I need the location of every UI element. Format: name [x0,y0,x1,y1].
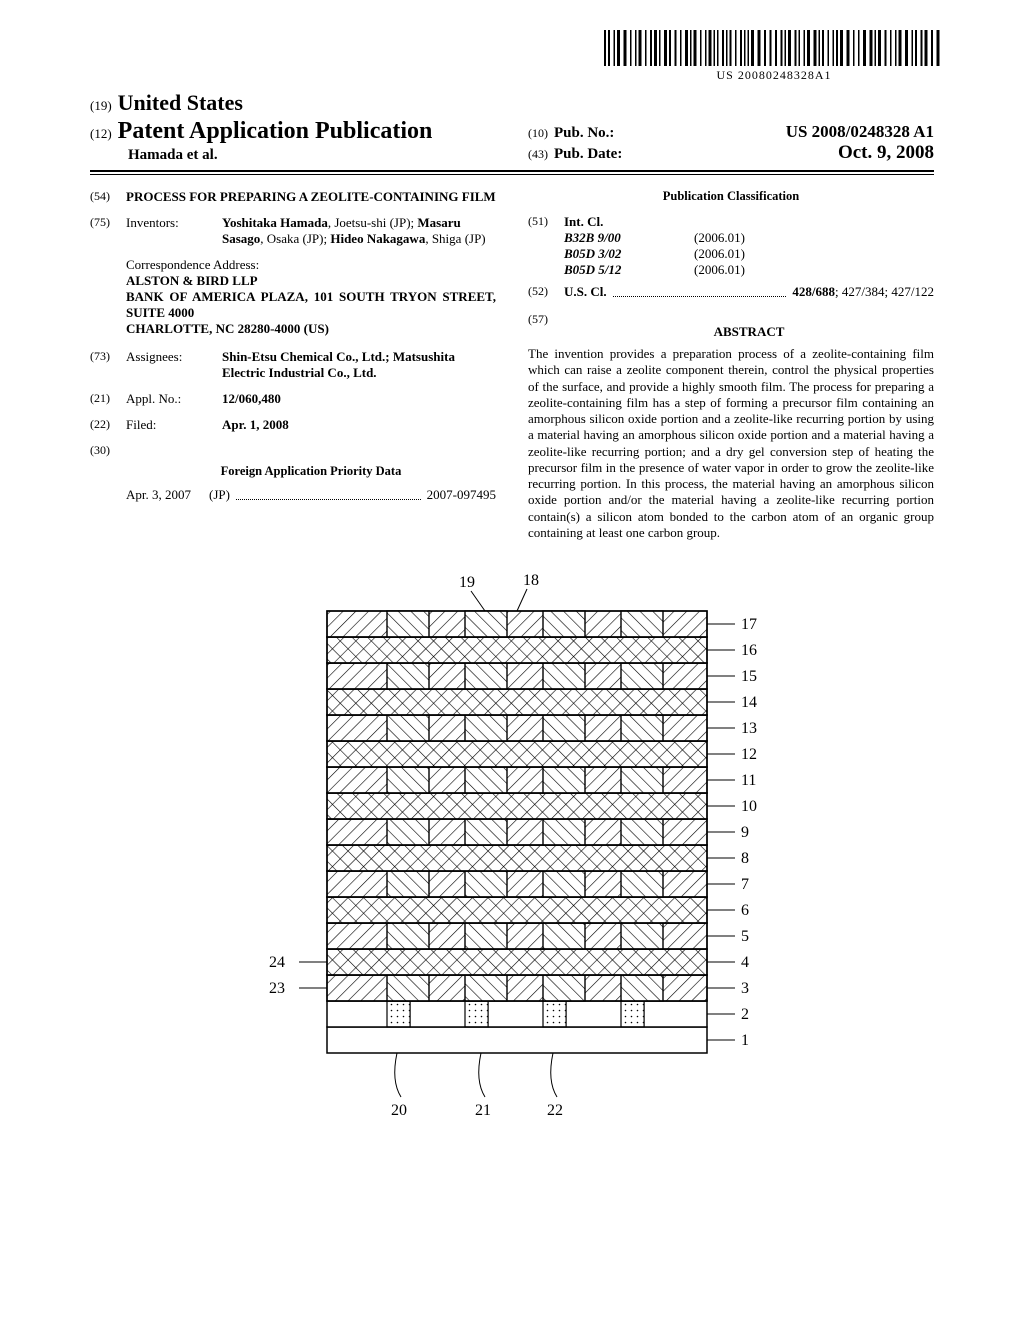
svg-text:1: 1 [741,1032,749,1049]
header: (19)United States (12)Patent Application… [90,90,934,164]
country-line: (19)United States [90,90,496,116]
foreign-priority-field: (30) [90,443,496,458]
svg-text:6: 6 [741,902,749,919]
svg-text:5: 5 [741,928,749,945]
appl-no-field: (21) Appl. No.: 12/060,480 [90,391,496,407]
inventors-value: Yoshitaka Hamada, Joetsu-shi (JP); Masar… [222,215,496,247]
priority-row: Apr. 3, 2007 (JP) 2007-097495 [126,487,496,503]
svg-text:21: 21 [475,1102,491,1119]
svg-text:13: 13 [741,720,757,737]
filed-field: (22) Filed: Apr. 1, 2008 [90,417,496,433]
abstract-text: The invention provides a preparation pro… [528,346,934,541]
publication-type-line: (12)Patent Application Publication [90,118,496,145]
svg-text:11: 11 [741,772,756,789]
svg-text:15: 15 [741,668,757,685]
inventors-field: (75) Inventors: Yoshitaka Hamada, Joetsu… [90,215,496,247]
svg-text:8: 8 [741,850,749,867]
svg-text:22: 22 [547,1102,563,1119]
svg-text:7: 7 [741,876,749,893]
svg-text:9: 9 [741,824,749,841]
dotted-leader [613,284,787,297]
svg-text:10: 10 [741,798,757,815]
correspondence-block: Correspondence Address: ALSTON & BIRD LL… [126,257,496,337]
barcode-icon: US 20080248328A1 [604,30,944,83]
dotted-leader [236,487,421,500]
title-field: (54) PROCESS FOR PREPARING A ZEOLITE-CON… [90,189,496,205]
assignee-field: (73) Assignees: Shin-Etsu Chemical Co., … [90,349,496,381]
int-cl-field: (51) Int. Cl. [528,214,934,230]
figure-region: 171615141312111098765432124231819202122 [90,571,934,1136]
divider-thick [90,170,934,172]
left-column: (54) PROCESS FOR PREPARING A ZEOLITE-CON… [90,189,496,541]
author-line: Hamada et al. [128,147,496,164]
svg-text:18: 18 [523,572,539,589]
pub-class-header: Publication Classification [528,189,934,204]
bibliography-columns: (54) PROCESS FOR PREPARING A ZEOLITE-CON… [90,189,934,541]
svg-text:17: 17 [741,616,757,633]
barcode-region: US 20080248328A1 [90,30,944,84]
svg-text:19: 19 [459,574,475,591]
pub-no-row: (10) Pub. No.: US 2008/0248328 A1 [528,122,934,142]
svg-text:24: 24 [269,954,285,971]
svg-text:20: 20 [391,1102,407,1119]
foreign-priority-header: Foreign Application Priority Data [126,464,496,479]
svg-text:4: 4 [741,954,749,971]
int-cl-row-2: B05D 3/02 (2006.01) [528,246,934,262]
int-cl-row-1: B32B 9/00 (2006.01) [528,230,934,246]
barcode-text: US 20080248328A1 [604,68,944,83]
svg-text:3: 3 [741,980,749,997]
right-column: Publication Classification (51) Int. Cl.… [528,189,934,541]
divider-thin [90,174,934,175]
svg-text:12: 12 [741,746,757,763]
svg-text:2: 2 [741,1006,749,1023]
abstract-field: (57) ABSTRACT [528,312,934,346]
int-cl-row-3: B05D 5/12 (2006.01) [528,262,934,278]
layered-diagram: 171615141312111098765432124231819202122 [192,571,832,1131]
us-cl-field: (52) U.S. Cl. 428/688; 427/384; 427/122 [528,284,934,300]
pub-date-row: (43) Pub. Date: Oct. 9, 2008 [528,142,934,164]
svg-text:16: 16 [741,642,757,659]
svg-text:14: 14 [741,694,757,711]
svg-text:23: 23 [269,980,285,997]
